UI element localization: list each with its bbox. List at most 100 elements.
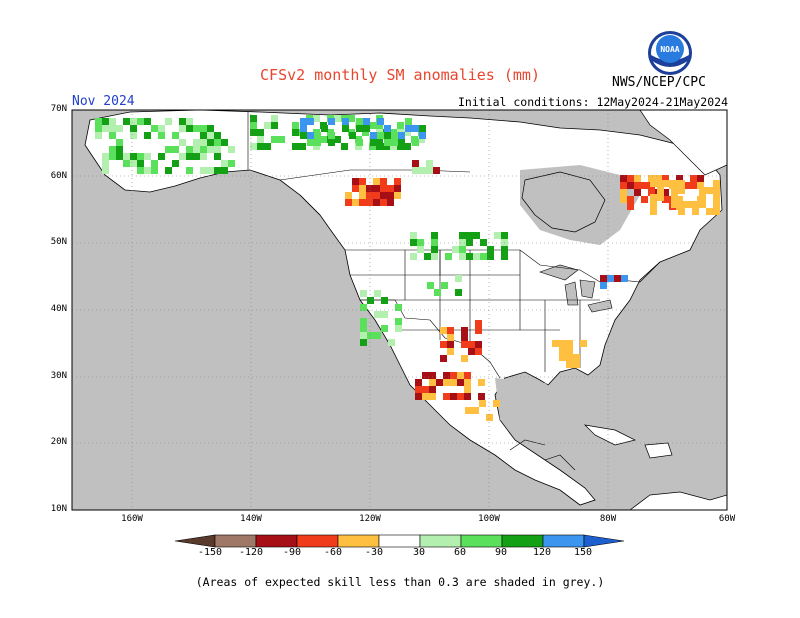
lat-label-50n: 50N: [50, 237, 67, 247]
anomaly-cell: [264, 143, 271, 150]
anomaly-cell: [678, 180, 685, 187]
anomaly-cell: [165, 118, 172, 125]
anomaly-cell: [200, 167, 207, 174]
anomaly-cell: [459, 232, 466, 239]
anomaly-cell: [366, 199, 373, 206]
anomaly-cell: [404, 143, 411, 150]
anomaly-cell: [381, 325, 388, 332]
anomaly-cell: [123, 118, 130, 125]
anomaly-cell: [102, 153, 109, 160]
anomaly-cell: [359, 178, 366, 185]
anomaly-cell: [186, 118, 193, 125]
anomaly-cells: [95, 115, 720, 421]
anomaly-cell: [172, 146, 179, 153]
anomaly-cell: [614, 275, 621, 282]
anomaly-cell: [415, 393, 422, 400]
anomaly-cell: [214, 146, 221, 153]
anomaly-cell: [384, 139, 391, 146]
anomaly-cell: [359, 185, 366, 192]
anomaly-cell: [377, 118, 384, 125]
colorbar-label: -30: [364, 547, 384, 558]
lat-label-70n: 70N: [50, 104, 67, 114]
anomaly-cell: [431, 239, 438, 246]
anomaly-cell: [699, 201, 706, 208]
anomaly-cell: [706, 187, 713, 194]
anomaly-cell: [429, 372, 436, 379]
anomaly-cell: [494, 232, 501, 239]
anomaly-cell: [657, 194, 664, 201]
colorbar-arrow-right: [583, 534, 625, 548]
colorbar-segment: [337, 534, 380, 548]
anomaly-cell: [422, 393, 429, 400]
anomaly-cell: [634, 175, 641, 182]
lon-label-100w: 100W: [478, 514, 500, 524]
anomaly-cell: [457, 379, 464, 386]
anomaly-cell: [620, 175, 627, 182]
anomaly-cell: [151, 125, 158, 132]
anomaly-cell: [445, 253, 452, 260]
lon-label-60w: 60W: [718, 514, 736, 524]
anomaly-cell: [641, 182, 648, 189]
lat-label-60n: 60N: [50, 171, 67, 181]
anomaly-cell: [397, 122, 404, 129]
anomaly-cell: [116, 153, 123, 160]
anomaly-cell: [109, 153, 116, 160]
anomaly-cell: [559, 354, 566, 361]
anomaly-cell: [678, 201, 685, 208]
anomaly-cell: [179, 118, 186, 125]
anomaly-cell: [186, 125, 193, 132]
anomaly-cell: [662, 175, 669, 182]
anomaly-cell: [671, 187, 678, 194]
anomaly-cell: [300, 125, 307, 132]
anomaly-cell: [699, 187, 706, 194]
anomaly-cell: [151, 160, 158, 167]
anomaly-cell: [394, 185, 401, 192]
anomaly-cell: [116, 146, 123, 153]
anomaly-cell: [144, 132, 151, 139]
anomaly-cell: [130, 125, 137, 132]
anomaly-cell: [359, 192, 366, 199]
anomaly-cell: [394, 178, 401, 185]
anomaly-cell: [431, 232, 438, 239]
anomaly-cell: [193, 153, 200, 160]
anomaly-cell: [427, 282, 434, 289]
anomaly-cell: [648, 175, 655, 182]
anomaly-cell: [450, 379, 457, 386]
anomaly-cell: [429, 393, 436, 400]
anomaly-cell: [478, 393, 485, 400]
anomaly-cell: [200, 153, 207, 160]
anomaly-cell: [419, 132, 426, 139]
anomaly-cell: [650, 208, 657, 215]
anomaly-cell: [374, 332, 381, 339]
anomaly-cell: [250, 143, 257, 150]
anomaly-cell: [200, 146, 207, 153]
anomaly-cell: [193, 125, 200, 132]
colorbar-label: 150: [573, 547, 593, 558]
anomaly-cell: [144, 153, 151, 160]
anomaly-cell: [341, 143, 348, 150]
lat-label-10n: 10N: [50, 504, 67, 514]
anomaly-cell: [299, 143, 306, 150]
anomaly-cell: [447, 327, 454, 334]
anomaly-cell: [362, 129, 369, 136]
grid-lines: [72, 110, 727, 510]
anomaly-cell: [662, 196, 669, 203]
anomaly-cell: [391, 139, 398, 146]
anomaly-cell: [648, 189, 655, 196]
anomaly-cell: [566, 361, 573, 368]
anomaly-cell: [360, 339, 367, 346]
anomaly-cell: [250, 129, 257, 136]
anomaly-cell: [374, 290, 381, 297]
anomaly-cell: [158, 153, 165, 160]
anomaly-cell: [300, 118, 307, 125]
anomaly-cell: [690, 175, 697, 182]
anomaly-cell: [419, 167, 426, 174]
anomaly-cell: [130, 118, 137, 125]
anomaly-cell: [123, 160, 130, 167]
colorbar-label: -60: [323, 547, 343, 558]
anomaly-cell: [307, 132, 314, 139]
anomaly-cell: [363, 125, 370, 132]
anomaly-cell: [464, 372, 471, 379]
anomaly-cell: [706, 208, 713, 215]
anomaly-cell: [487, 253, 494, 260]
